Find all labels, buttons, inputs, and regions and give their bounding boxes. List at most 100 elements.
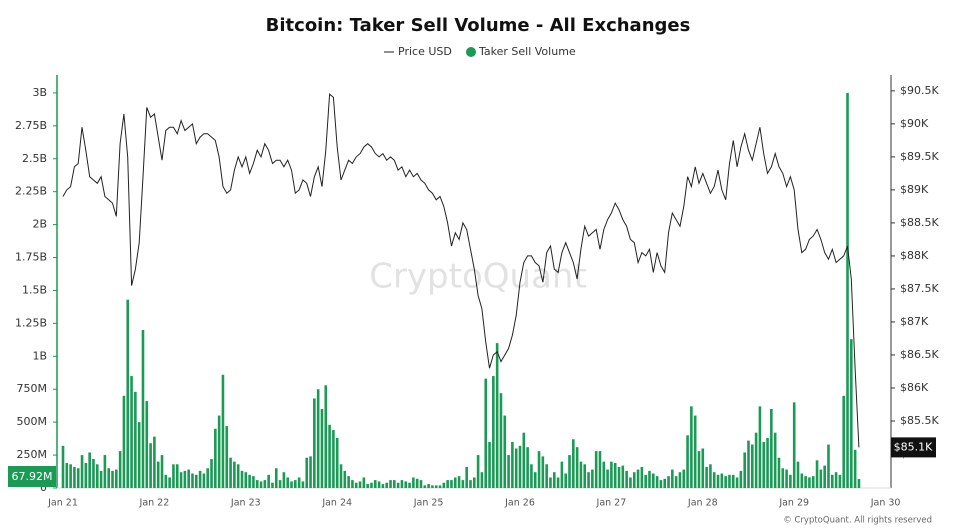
x-tick-label: Jan 27 xyxy=(596,498,627,509)
bar xyxy=(377,481,381,488)
bar xyxy=(815,460,819,488)
bar xyxy=(792,402,796,488)
bar xyxy=(476,455,480,488)
y2-tick-label: $88K xyxy=(900,249,929,262)
bar xyxy=(564,473,567,488)
bar xyxy=(229,457,232,488)
bar xyxy=(141,329,145,488)
legend-dot xyxy=(466,47,476,57)
bar xyxy=(819,469,823,488)
y2-tick-label: $87K xyxy=(900,315,929,328)
bar xyxy=(351,480,354,488)
bar xyxy=(316,389,320,488)
bar xyxy=(301,481,305,488)
bar xyxy=(286,477,289,488)
bar xyxy=(385,482,389,488)
bar xyxy=(450,480,453,488)
bar xyxy=(751,444,754,488)
bar xyxy=(735,477,739,488)
bar xyxy=(728,474,731,488)
bar xyxy=(530,464,533,488)
x-tick-label: Jan 28 xyxy=(687,498,718,509)
bar xyxy=(324,385,328,488)
y-tick-label: 1B xyxy=(32,349,47,362)
bar xyxy=(294,480,297,488)
bar xyxy=(115,469,118,488)
bar xyxy=(438,485,442,488)
bar xyxy=(838,474,842,488)
y-tick-label: 2.5B xyxy=(22,152,47,165)
bar xyxy=(503,415,507,488)
bar xyxy=(789,474,792,488)
bar xyxy=(244,472,248,488)
bar xyxy=(518,445,522,488)
bar xyxy=(309,456,312,488)
bar xyxy=(514,448,518,488)
bar xyxy=(842,395,846,488)
bar xyxy=(766,437,769,488)
footer: © CryptoQuant. All rights reserved xyxy=(783,516,932,526)
y-tick-label: 500M xyxy=(17,415,48,428)
bar xyxy=(255,480,259,488)
bar xyxy=(362,477,366,488)
bar xyxy=(206,468,210,488)
last-value-label: $85.1K xyxy=(894,440,933,453)
bar xyxy=(659,480,663,488)
bar xyxy=(172,464,175,488)
bar xyxy=(629,477,632,488)
bar xyxy=(682,469,686,488)
bar xyxy=(731,474,735,488)
y2-tick-label: $86.5K xyxy=(900,348,939,361)
bar xyxy=(720,473,724,488)
y-tick-label: 2.25B xyxy=(15,185,47,198)
bar xyxy=(610,461,613,488)
bar xyxy=(297,477,301,488)
x-tick-label: Jan 30 xyxy=(870,498,901,509)
y2-tick-label: $87.5K xyxy=(900,282,939,295)
bar xyxy=(282,472,286,488)
bar xyxy=(252,476,255,488)
bar xyxy=(762,441,766,488)
bar xyxy=(484,378,488,488)
bar xyxy=(709,464,712,488)
bar xyxy=(773,432,777,488)
bar xyxy=(747,440,750,488)
bar xyxy=(389,480,392,488)
bar xyxy=(358,481,362,488)
bar xyxy=(712,472,716,488)
bar xyxy=(320,408,324,488)
bar xyxy=(354,482,358,488)
bar xyxy=(598,451,602,488)
y2-tick-label: $88.5K xyxy=(900,216,939,229)
bar xyxy=(594,451,598,488)
bar xyxy=(65,462,69,488)
bar xyxy=(686,435,689,488)
bar xyxy=(419,480,423,488)
bar xyxy=(850,339,853,488)
x-tick-label: Jan 22 xyxy=(139,498,170,509)
bar xyxy=(427,484,430,488)
bar xyxy=(69,464,72,488)
bar xyxy=(404,481,408,488)
y-tick-label: 1.5B xyxy=(22,283,47,296)
bar xyxy=(674,476,678,488)
bar xyxy=(693,415,697,488)
bar xyxy=(347,476,350,488)
bar xyxy=(370,482,373,488)
y2-tick-label: $85.5K xyxy=(900,414,939,427)
y2-tick-label: $89K xyxy=(900,183,929,196)
bar xyxy=(671,469,674,488)
bar xyxy=(785,469,788,488)
bar xyxy=(111,470,114,488)
bar xyxy=(214,428,217,488)
bar xyxy=(457,476,461,488)
bar xyxy=(122,395,126,488)
bar xyxy=(168,477,171,488)
bar xyxy=(175,464,179,488)
bar xyxy=(583,464,587,488)
bar xyxy=(526,447,529,488)
x-tick-label: Jan 25 xyxy=(413,498,444,509)
bar xyxy=(99,470,103,488)
